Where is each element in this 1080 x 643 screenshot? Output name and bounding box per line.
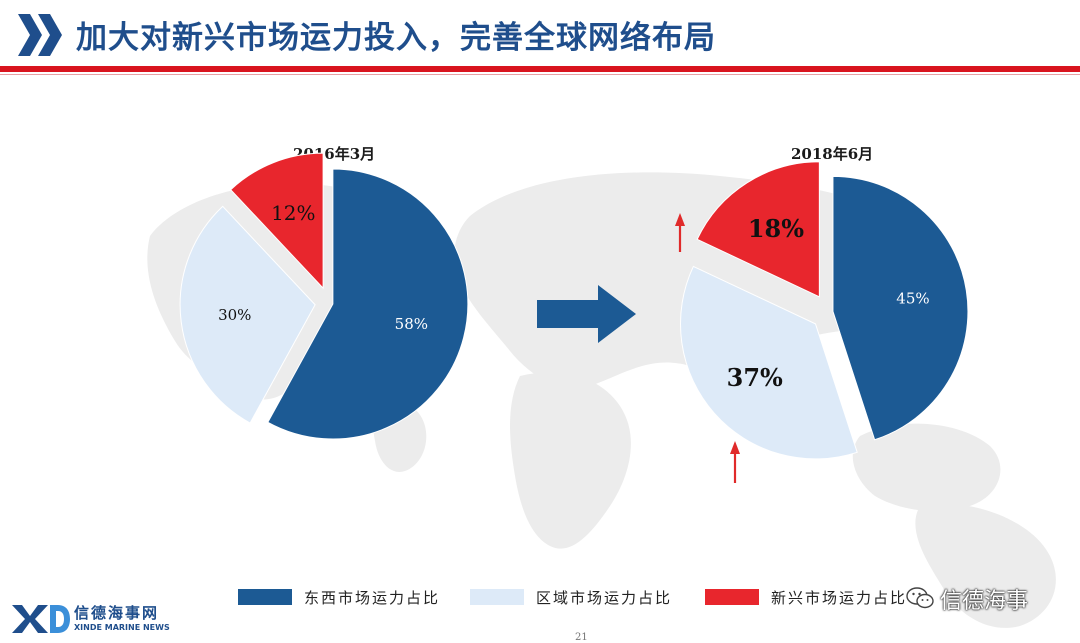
pie-slice [696,161,820,298]
legend-item-regional: 区域市场运力占比 [470,586,672,608]
data-label: 37% [727,363,783,392]
xd-logo-icon [12,605,70,633]
up-arrow-icon [675,213,685,252]
pie-slice [229,152,324,290]
wechat-icon [906,587,934,609]
data-label: 58% [395,315,428,333]
data-label: 45% [896,290,929,308]
up-arrow-icon [730,441,740,483]
legend-item-emerging: 新兴市场运力占比 [705,586,907,608]
legend-item-east-west: 东西市场运力占比 [238,586,440,608]
data-label: 18% [748,214,804,243]
data-label: 30% [218,306,251,324]
header-divider [0,66,1080,72]
chart-title-2018: 2018年6月 [791,145,874,163]
legend-label: 新兴市场运力占比 [771,588,908,607]
page-title: 加大对新兴市场运力投入，完善全球网络布局 [76,20,716,56]
data-label: 12% [271,201,315,225]
header-divider-thin [0,74,1080,75]
brand-name-cn: 信德海事网 [74,604,160,622]
right-arrow-icon [537,285,636,343]
double-chevron-icon [18,14,62,56]
legend-swatch [238,589,292,605]
pie-slice [267,168,469,440]
header: 加大对新兴市场运力投入，完善全球网络布局 [0,0,1080,75]
legend-swatch [470,589,524,605]
legend-label: 区域市场运力占比 [536,588,673,607]
pie-slice [179,205,316,424]
pie-slice [680,265,858,460]
pie-slice [832,175,969,441]
pie-2018: 45% 37% 18% [680,161,969,460]
legend-label: 东西市场运力占比 [304,588,441,607]
brand-name-en: XINDE MARINE NEWS [74,623,170,632]
page-number: 21 [575,632,588,643]
legend-swatch [705,589,759,605]
pie-2016: 58% 30% 12% [179,152,469,440]
watermark-text: 信德海事 [940,589,1029,614]
